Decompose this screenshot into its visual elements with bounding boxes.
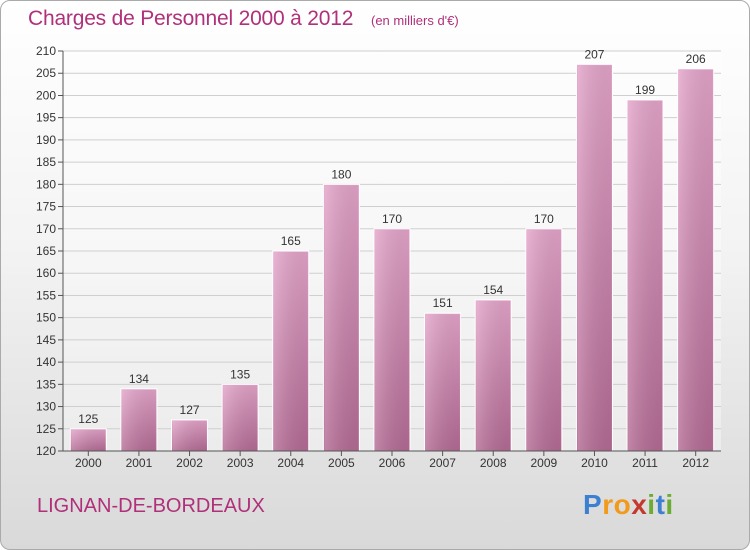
bar-shade [425, 314, 460, 451]
x-tick-label: 2010 [581, 456, 608, 470]
y-tick-label: 175 [36, 200, 56, 214]
commune-name: LIGNAN-DE-BORDEAUX [37, 495, 265, 517]
x-tick-label: 2002 [176, 456, 203, 470]
data-label: 206 [686, 52, 706, 66]
bar-shade [71, 429, 106, 451]
x-tick-label: 2007 [429, 456, 456, 470]
y-tick-label: 130 [36, 400, 56, 414]
y-tick-label: 200 [36, 88, 56, 102]
y-tick-label: 150 [36, 311, 56, 325]
data-label: 199 [635, 83, 655, 97]
y-tick-label: 205 [36, 66, 56, 80]
data-label: 180 [331, 167, 351, 181]
bar-shade [577, 65, 612, 451]
bar-shade [223, 385, 258, 451]
y-tick-label: 125 [36, 422, 56, 436]
x-tick-label: 2011 [632, 456, 658, 470]
chart-subtitle: (en milliers d'€) [371, 13, 459, 28]
bar-shade [324, 185, 359, 452]
data-label: 154 [483, 283, 503, 297]
x-tick-label: 2004 [277, 456, 304, 470]
data-label: 170 [382, 212, 402, 226]
data-label: 127 [180, 403, 200, 417]
x-tick-label: 2003 [227, 456, 254, 470]
x-tick-label: 2000 [75, 456, 102, 470]
y-tick-label: 170 [36, 222, 56, 236]
bar-shade [628, 100, 663, 451]
data-label: 134 [129, 372, 149, 386]
data-label: 125 [78, 412, 98, 426]
x-tick-label: 2005 [328, 456, 355, 470]
y-tick-label: 140 [36, 355, 56, 369]
data-label: 135 [230, 367, 250, 381]
bar-shade [273, 252, 308, 451]
bar-shade [172, 420, 207, 451]
x-tick-label: 2008 [480, 456, 507, 470]
bar-shade [375, 229, 409, 451]
x-tick-label: 2001 [126, 456, 153, 470]
bar-shade [678, 69, 713, 452]
y-tick-label: 210 [36, 44, 56, 58]
bar-shade [121, 389, 156, 451]
data-label: 151 [433, 296, 453, 310]
y-tick-label: 135 [36, 377, 56, 391]
y-tick-label: 185 [36, 155, 56, 169]
proxiti-logo: Proxiti [583, 489, 674, 520]
data-label: 165 [281, 234, 301, 248]
bar-shade [476, 300, 511, 451]
x-tick-label: 2006 [379, 456, 406, 470]
data-label: 170 [534, 212, 554, 226]
y-tick-label: 120 [36, 444, 56, 458]
y-tick-label: 195 [36, 111, 56, 125]
y-tick-label: 165 [36, 244, 56, 258]
data-label: 207 [584, 47, 604, 61]
chart-title: Charges de Personnel 2000 à 2012 [28, 7, 354, 30]
y-tick-label: 155 [36, 288, 56, 302]
bars: 125 134 127 135 165 180 170 151 154 170 207 199 206 [69, 47, 715, 452]
y-tick-label: 160 [36, 266, 56, 280]
y-tick-label: 190 [36, 133, 56, 147]
x-tick-label: 2009 [530, 456, 557, 470]
bar-shade [526, 229, 561, 451]
y-tick-label: 145 [36, 333, 56, 347]
y-tick-label: 180 [36, 177, 56, 191]
axes: 1201251301351401451501551601651701751801… [36, 44, 721, 470]
x-tick-label: 2012 [682, 456, 709, 470]
